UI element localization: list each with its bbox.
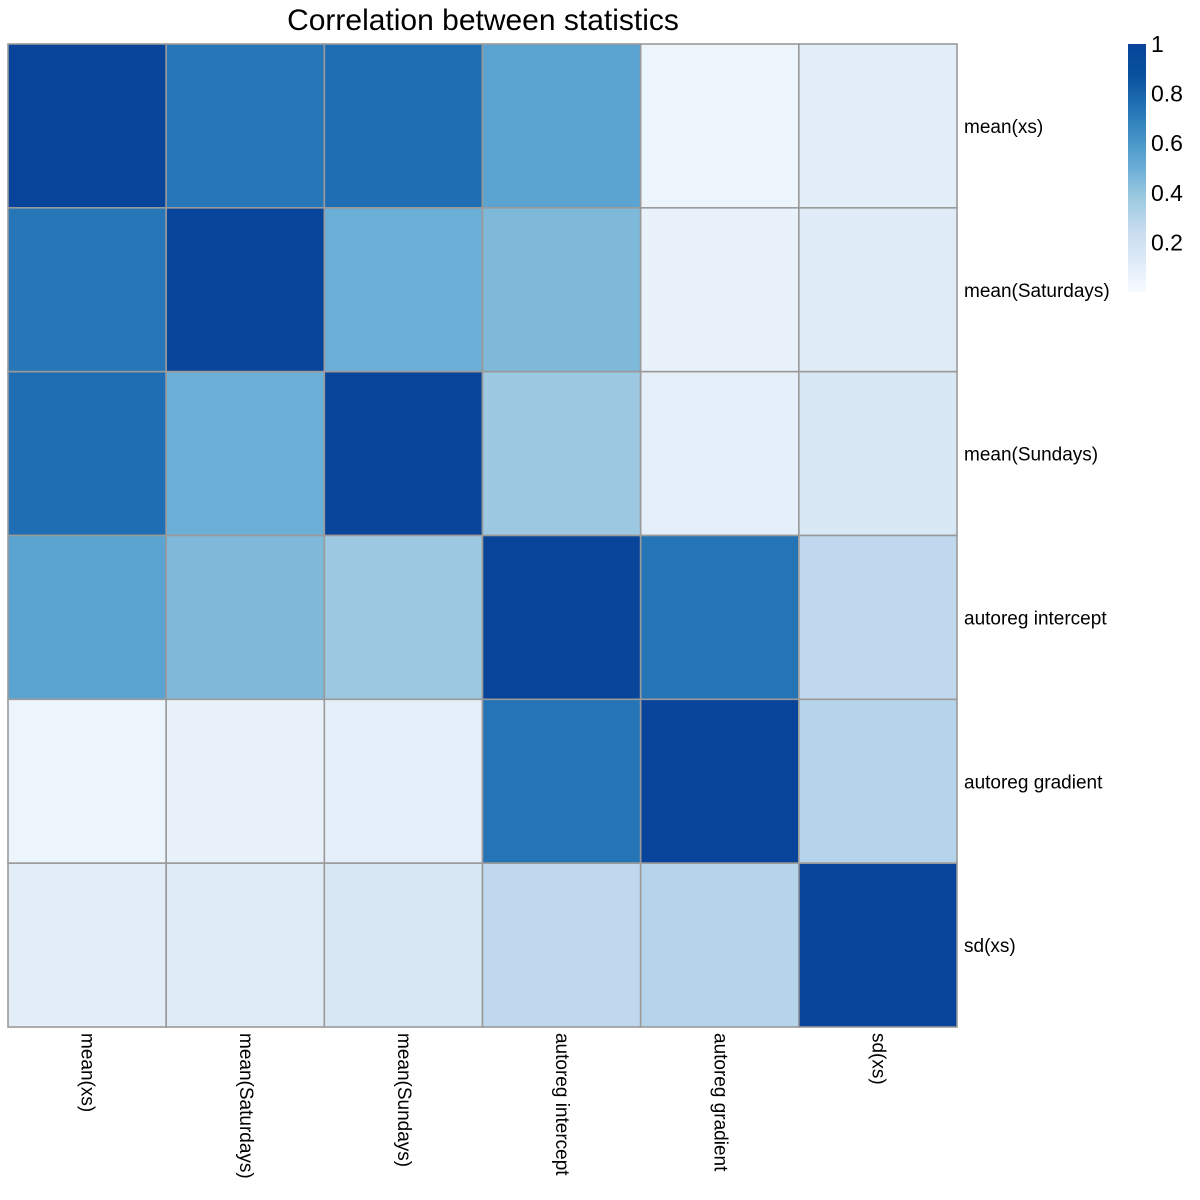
heatmap-cell-r0-c5 xyxy=(798,43,958,209)
heatmap-cell-r3-c1 xyxy=(165,534,326,701)
heatmap-cell-r0-c4 xyxy=(639,43,800,209)
heatmap-cell-r2-c5 xyxy=(798,370,958,537)
heatmap-cell-r4-c1 xyxy=(165,698,326,864)
heatmap-cell-r1-c4 xyxy=(639,207,800,373)
heatmap-cell-r4-c3 xyxy=(481,698,642,864)
row-label-2: mean(Sundays) xyxy=(964,445,1098,466)
heatmap-cell-r0-c0 xyxy=(7,43,167,209)
legend-color-bar xyxy=(1128,44,1146,292)
heatmap-cell-r2-c1 xyxy=(165,370,326,537)
row-label-5: sd(xs) xyxy=(964,936,1016,957)
legend-tick-label-3: 0.4 xyxy=(1151,180,1183,206)
legend-tick-label-2: 0.6 xyxy=(1151,130,1183,156)
heatmap-cell-r2-c2 xyxy=(323,370,484,537)
legend-tick-label-1: 0.8 xyxy=(1151,81,1183,107)
row-label-1: mean(Saturdays) xyxy=(964,281,1110,302)
heatmap-cell-r5-c4 xyxy=(639,862,800,1028)
heatmap-cell-r4-c5 xyxy=(798,698,958,864)
heatmap-cell-r5-c5 xyxy=(798,862,958,1028)
heatmap-cell-r1-c2 xyxy=(323,207,484,373)
heatmap-cell-r5-c0 xyxy=(7,862,167,1028)
heatmap-cell-r5-c1 xyxy=(165,862,326,1028)
heatmap-cell-r3-c2 xyxy=(323,534,484,701)
heatmap-cell-r0-c2 xyxy=(323,43,484,209)
heatmap-cell-r2-c3 xyxy=(481,370,642,537)
heatmap-cell-r1-c0 xyxy=(7,207,167,373)
row-label-4: autoreg gradient xyxy=(964,772,1103,793)
heatmap-cells xyxy=(7,43,958,1028)
row-label-0: mean(xs) xyxy=(964,117,1043,138)
legend-tick-label-4: 0.2 xyxy=(1151,229,1183,255)
heatmap-cell-r2-c0 xyxy=(7,370,167,537)
heatmap-cell-r4-c0 xyxy=(7,698,167,864)
column-label-1: mean(Saturdays) xyxy=(235,1033,256,1179)
heatmap-cell-r0-c1 xyxy=(165,43,326,209)
legend-tick-label-0: 1 xyxy=(1151,31,1164,57)
heatmap-cell-r1-c1 xyxy=(165,207,326,373)
heatmap-cell-r1-c5 xyxy=(798,207,958,373)
row-label-3: autoreg intercept xyxy=(964,608,1107,629)
column-label-5: sd(xs) xyxy=(867,1033,888,1085)
column-label-0: mean(xs) xyxy=(77,1033,98,1112)
heatmap-cell-r3-c4 xyxy=(639,534,800,701)
heatmap-cell-r1-c3 xyxy=(481,207,642,373)
heatmap-cell-r3-c3 xyxy=(481,534,642,701)
color-legend: 1 0.8 0.6 0.4 0.2 xyxy=(1128,31,1183,292)
heatmap-cell-r4-c4 xyxy=(639,698,800,864)
heatmap-cell-r3-c5 xyxy=(798,534,958,701)
column-label-4: autoreg gradient xyxy=(709,1033,730,1172)
heatmap-cell-r2-c4 xyxy=(639,370,800,537)
legend-ticks: 1 0.8 0.6 0.4 0.2 xyxy=(1151,31,1183,255)
heatmap-cell-r3-c0 xyxy=(7,534,167,701)
chart-title: Correlation between statistics xyxy=(287,4,679,37)
column-label-2: mean(Sundays) xyxy=(393,1033,414,1167)
column-labels: mean(xs) mean(Saturdays) mean(Sundays) auto… xyxy=(77,1033,889,1179)
column-label-3: autoreg intercept xyxy=(551,1033,572,1176)
heatmap-cell-r4-c2 xyxy=(323,698,484,864)
heatmap-cell-r5-c3 xyxy=(481,862,642,1028)
heatmap-cell-r5-c2 xyxy=(323,862,484,1028)
heatmap-cell-r0-c3 xyxy=(481,43,642,209)
row-labels: mean(xs) mean(Saturdays) mean(Sundays) auto… xyxy=(964,117,1110,957)
